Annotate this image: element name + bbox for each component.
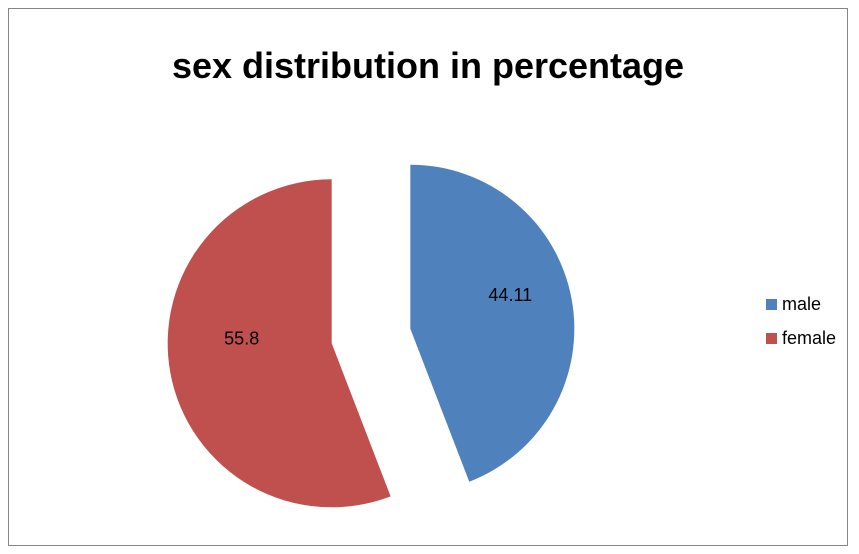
data-label-female: 55.8 [224,329,259,349]
chart-legend: male female [766,294,836,362]
legend-label-female: female [782,327,837,348]
chart-title: sex distribution in percentage [171,45,685,86]
legend-item-male: male [766,294,836,314]
legend-item-female: female [766,328,836,348]
pie-slice-male [410,164,575,482]
data-label-male: 44.11 [488,285,532,305]
legend-swatch-male [766,298,777,310]
pie-slice-female [167,179,391,508]
legend-label-male: male [782,293,822,314]
legend-swatch-female [766,332,777,344]
